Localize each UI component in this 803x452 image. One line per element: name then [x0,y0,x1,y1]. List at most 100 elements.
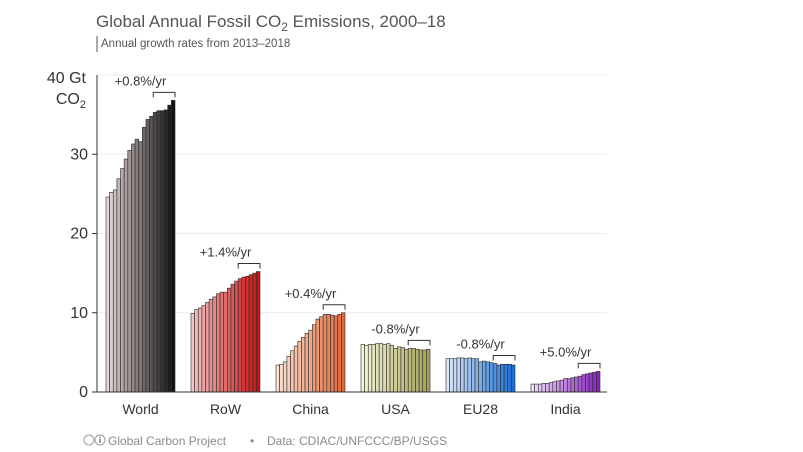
bar-usa-2001 [364,344,369,393]
bar-india-2018 [596,371,601,393]
bar-china-2010 [312,324,317,393]
bar-row-2000 [190,313,195,393]
bar-india-2012 [574,376,579,393]
bar-group-india [530,371,601,393]
bar-china-2000 [275,364,280,393]
bar-eu28-2010 [482,360,487,393]
category-label-eu28: EU28 [463,401,498,417]
bar-row-2006 [212,296,217,393]
growth-bracket-row [237,263,261,269]
bar-china-2013 [322,314,328,393]
growth-label-world: +0.8%/yr [115,73,167,88]
bar-china-2006 [297,340,302,393]
bar-eu28-2004 [460,357,465,393]
bar-eu28-2015 [500,363,505,393]
bar-eu28-2006 [467,357,472,393]
growth-bracket-china [322,304,346,310]
bar-row-2015 [245,275,250,393]
bar-world-2012 [149,115,154,393]
bar-india-2006 [552,381,557,393]
bar-row-2003 [201,305,206,393]
bar-eu28-2013 [492,363,498,393]
bar-row-2001 [194,309,199,393]
bar-row-2007 [216,293,221,393]
bar-eu28-2000 [445,358,450,393]
bar-eu28-2011 [485,361,490,393]
bar-usa-2010 [397,346,402,393]
bar-china-2011 [315,318,320,393]
bar-usa-2013 [407,348,413,393]
growth-bracket-eu28 [492,354,516,361]
bar-usa-2014 [411,348,416,393]
bar-world-2001 [109,191,114,393]
y-tick-label: 20 [70,226,88,243]
growth-label-india: +5.0%/yr [540,344,592,359]
bar-china-2008 [304,333,309,393]
bar-eu28-2002 [452,358,458,393]
y-unit-line1: 40 Gt [47,70,87,87]
bar-usa-2005 [378,343,384,393]
chart-subtitle: Annual growth rates from 2013–2018 [101,38,290,50]
bar-world-2010 [142,127,147,393]
bar-world-2016 [163,109,169,393]
bar-india-2015 [585,373,590,393]
bar-usa-2004 [375,343,380,393]
bar-india-2003 [541,382,546,393]
bar-usa-2017 [422,349,427,393]
category-labels: World RoW China USA EU28 India [122,401,581,417]
bar-eu28-2009 [478,361,483,393]
chart-title: Global Annual Fossil CO2 Emissions, 2000… [96,12,446,34]
bar-usa-2018 [426,348,431,393]
bar-india-2000 [530,383,535,393]
category-label-usa: USA [381,401,410,417]
bar-row-2017 [252,272,257,393]
y-tick-labels: 0 10 20 30 [70,146,97,401]
bar-eu28-2014 [496,364,501,393]
growth-label-row: +1.4%/yr [200,245,252,260]
bar-usa-2002 [367,344,373,393]
bar-usa-2000 [360,344,365,393]
bar-india-2016 [588,372,594,393]
bar-eu28-2005 [463,358,469,393]
bar-eu28-2012 [489,362,494,393]
bar-row-2018 [256,271,261,393]
bar-china-2016 [333,315,339,393]
bar-china-2005 [293,345,299,393]
category-label-china: China [292,401,329,417]
growth-label-eu28: -0.8%/yr [456,336,505,351]
bar-row-2008 [219,291,224,393]
y-tick-label: 0 [79,384,88,401]
bar-usa-2011 [400,347,405,393]
footer: Global Carbon Project • Data: CDIAC/UNFC… [83,434,447,448]
bar-india-2005 [548,382,554,393]
bar-row-2013 [237,278,243,393]
bar-groups [105,100,601,393]
bar-row-2012 [234,280,239,393]
bar-row-2002 [197,307,203,393]
y-tick-label: 30 [70,146,88,163]
bar-usa-2008 [389,344,394,393]
bar-row-2009 [223,291,228,393]
bar-eu28-2001 [449,358,454,393]
bar-china-2014 [326,314,331,393]
bar-china-2018 [341,312,346,393]
bar-eu28-2008 [474,358,479,393]
bar-world-2014 [156,110,161,393]
bar-row-2016 [248,274,254,393]
growth-label-usa: -0.8%/yr [371,321,420,336]
bar-usa-2003 [371,344,376,393]
bar-usa-2016 [418,349,424,393]
bar-china-2002 [282,361,288,393]
bar-eu28-2016 [503,363,509,393]
bar-world-2011 [145,119,150,393]
bar-group-world [105,100,176,393]
growth-annotations: +0.8%/yr +1.4%/yr +0.4%/yr -0.8%/yr -0.8%/yr… [115,73,601,369]
bar-world-2004 [120,168,125,393]
bar-world-2002 [112,189,118,393]
category-label-world: World [122,401,158,417]
bar-china-2015 [330,314,335,393]
bar-usa-2007 [386,343,391,393]
bar-world-2006 [127,149,132,393]
bar-eu28-2003 [456,357,461,393]
bar-row-2005 [208,298,214,393]
